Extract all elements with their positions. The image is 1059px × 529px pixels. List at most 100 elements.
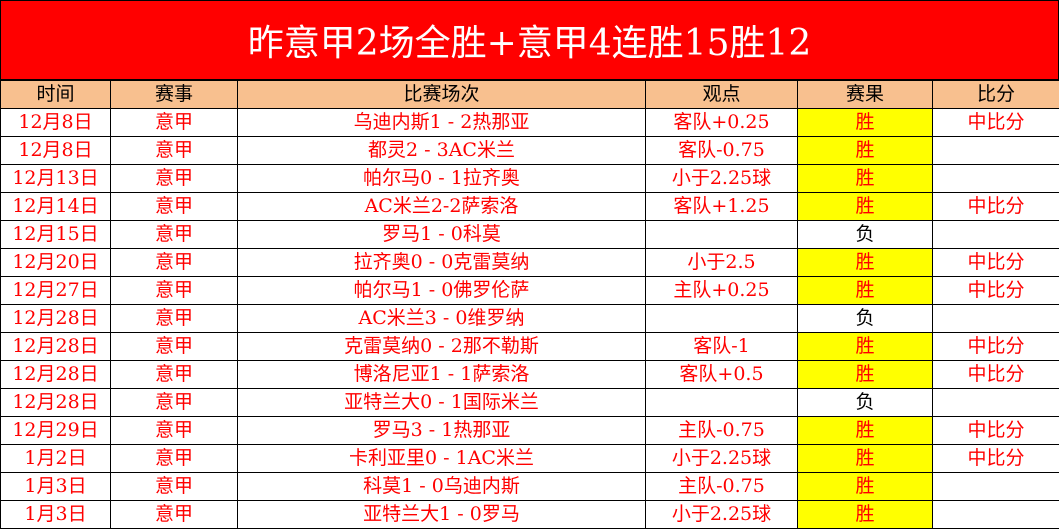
cell-date: 12月28日 <box>0 388 111 417</box>
cell-date: 12月20日 <box>0 248 111 277</box>
header-date: 时间 <box>0 80 111 109</box>
cell-pick: 小于2.5 <box>645 248 798 277</box>
cell-date: 12月29日 <box>0 416 111 445</box>
cell-date: 12月8日 <box>0 136 111 165</box>
table-row: 1月2日 意甲 卡利亚里0 - 1AC米兰 小于2.25球胜中比分 <box>0 444 1059 473</box>
cell-league: 意甲 <box>110 108 238 137</box>
cell-date: 1月3日 <box>0 500 111 529</box>
cell-pick: 小于2.25球 <box>645 500 798 529</box>
table-row: 12月20日 意甲 拉齐奥0 - 0克雷莫纳 小于2.5 胜中比分 <box>0 248 1059 277</box>
cell-score: 中比分 <box>932 276 1059 305</box>
cell-pick: 客队+0.25 <box>645 108 798 137</box>
cell-league: 意甲 <box>110 360 238 389</box>
cell-pick: 客队+0.5 <box>645 360 798 389</box>
cell-match: 克雷莫纳0 - 2那不勒斯 <box>237 332 646 361</box>
header-pick: 观点 <box>645 80 798 109</box>
cell-date: 1月2日 <box>0 444 111 473</box>
cell-result: 胜 <box>797 360 933 389</box>
cell-result: 胜 <box>797 192 933 221</box>
cell-league: 意甲 <box>110 444 238 473</box>
header-league: 赛事 <box>110 80 238 109</box>
table-row: 12月8日 意甲 都灵2 - 3AC米兰 客队-0.75 胜 <box>0 136 1059 165</box>
cell-date: 12月28日 <box>0 304 111 333</box>
cell-pick: 主队-0.75 <box>645 472 798 501</box>
cell-score <box>932 164 1059 193</box>
cell-pick: 客队-1 <box>645 332 798 361</box>
table-row: 12月13日 意甲 帕尔马0 - 1拉齐奥 小于2.25球胜 <box>0 164 1059 193</box>
table-row: 12月28日 意甲 克雷莫纳0 - 2那不勒斯 客队-1 胜中比分 <box>0 332 1059 361</box>
cell-result: 胜 <box>797 444 933 473</box>
cell-result: 胜 <box>797 276 933 305</box>
cell-score: 中比分 <box>932 192 1059 221</box>
cell-league: 意甲 <box>110 220 238 249</box>
cell-league: 意甲 <box>110 416 238 445</box>
cell-result: 胜 <box>797 500 933 529</box>
cell-league: 意甲 <box>110 472 238 501</box>
cell-pick <box>645 388 798 417</box>
cell-score: 中比分 <box>932 108 1059 137</box>
cell-match: AC米兰3 - 0维罗纳 <box>237 304 646 333</box>
cell-date: 12月28日 <box>0 360 111 389</box>
cell-match: 罗马3 - 1热那亚 <box>237 416 646 445</box>
cell-result: 负 <box>797 220 933 249</box>
cell-score <box>932 388 1059 417</box>
cell-result: 胜 <box>797 248 933 277</box>
cell-result: 胜 <box>797 136 933 165</box>
table-row: 12月28日 意甲 亚特兰大0 - 1国际米兰 负 <box>0 388 1059 417</box>
cell-score: 中比分 <box>932 360 1059 389</box>
cell-pick <box>645 304 798 333</box>
cell-score <box>932 220 1059 249</box>
cell-date: 12月13日 <box>0 164 111 193</box>
table-row: 12月8日 意甲 乌迪内斯1 - 2热那亚 客队+0.25 胜中比分 <box>0 108 1059 137</box>
cell-date: 12月14日 <box>0 192 111 221</box>
cell-score <box>932 472 1059 501</box>
cell-match: 拉齐奥0 - 0克雷莫纳 <box>237 248 646 277</box>
cell-result: 胜 <box>797 416 933 445</box>
cell-score: 中比分 <box>932 416 1059 445</box>
cell-match: 博洛尼亚1 - 1萨索洛 <box>237 360 646 389</box>
cell-score: 中比分 <box>932 332 1059 361</box>
cell-pick: 主队-0.75 <box>645 416 798 445</box>
table-row: 12月27日 意甲 帕尔马1 - 0佛罗伦萨 主队+0.25 胜中比分 <box>0 276 1059 305</box>
cell-date: 12月27日 <box>0 276 111 305</box>
cell-match: 罗马1 - 0科莫 <box>237 220 646 249</box>
cell-result: 负 <box>797 388 933 417</box>
table-row: 12月29日 意甲 罗马3 - 1热那亚 主队-0.75 胜中比分 <box>0 416 1059 445</box>
cell-result: 胜 <box>797 164 933 193</box>
cell-result: 负 <box>797 304 933 333</box>
cell-league: 意甲 <box>110 164 238 193</box>
cell-match: 科莫1 - 0乌迪内斯 <box>237 472 646 501</box>
cell-score: 中比分 <box>932 444 1059 473</box>
cell-score <box>932 500 1059 529</box>
cell-league: 意甲 <box>110 136 238 165</box>
cell-league: 意甲 <box>110 500 238 529</box>
cell-league: 意甲 <box>110 388 238 417</box>
cell-date: 12月8日 <box>0 108 111 137</box>
cell-score: 中比分 <box>932 248 1059 277</box>
cell-result: 胜 <box>797 472 933 501</box>
header-row: 时间 赛事 比赛场次 观点 赛果 比分 <box>0 80 1059 109</box>
cell-match: 卡利亚里0 - 1AC米兰 <box>237 444 646 473</box>
cell-league: 意甲 <box>110 248 238 277</box>
table-row: 1月3日 意甲 亚特兰大1 - 0罗马 小于2.25球胜 <box>0 500 1059 529</box>
cell-league: 意甲 <box>110 332 238 361</box>
cell-match: 亚特兰大0 - 1国际米兰 <box>237 388 646 417</box>
cell-league: 意甲 <box>110 192 238 221</box>
cell-pick: 小于2.25球 <box>645 164 798 193</box>
cell-pick: 主队+0.25 <box>645 276 798 305</box>
cell-result: 胜 <box>797 332 933 361</box>
cell-date: 12月28日 <box>0 332 111 361</box>
table-row: 12月14日 意甲 AC米兰2-2萨索洛 客队+1.25 胜中比分 <box>0 192 1059 221</box>
header-result: 赛果 <box>797 80 933 109</box>
cell-match: 亚特兰大1 - 0罗马 <box>237 500 646 529</box>
table-row: 1月3日 意甲 科莫1 - 0乌迪内斯 主队-0.75 胜 <box>0 472 1059 501</box>
table-row: 12月28日 意甲 博洛尼亚1 - 1萨索洛 客队+0.5 胜中比分 <box>0 360 1059 389</box>
cell-match: AC米兰2-2萨索洛 <box>237 192 646 221</box>
cell-score <box>932 136 1059 165</box>
cell-result: 胜 <box>797 108 933 137</box>
table-row: 12月28日 意甲 AC米兰3 - 0维罗纳 负 <box>0 304 1059 333</box>
table-row: 12月15日 意甲 罗马1 - 0科莫 负 <box>0 220 1059 249</box>
cell-date: 12月15日 <box>0 220 111 249</box>
cell-date: 1月3日 <box>0 472 111 501</box>
results-table: 时间 赛事 比赛场次 观点 赛果 比分 12月8日 意甲 乌迪内斯1 - 2热那亚客… <box>0 80 1059 529</box>
